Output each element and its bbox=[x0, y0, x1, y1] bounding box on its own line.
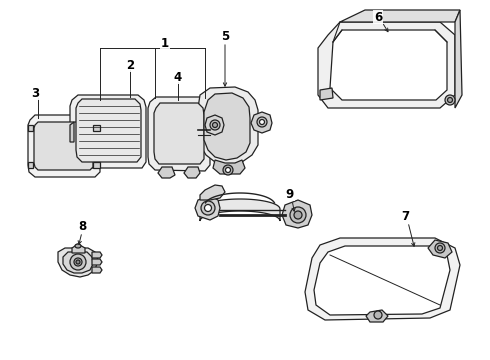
Polygon shape bbox=[148, 97, 210, 171]
Text: 9: 9 bbox=[286, 188, 294, 201]
Polygon shape bbox=[195, 196, 220, 220]
Ellipse shape bbox=[260, 120, 265, 125]
Polygon shape bbox=[93, 162, 100, 168]
Ellipse shape bbox=[435, 243, 445, 253]
Ellipse shape bbox=[438, 246, 442, 251]
Polygon shape bbox=[428, 240, 452, 258]
Polygon shape bbox=[58, 248, 98, 277]
Text: 6: 6 bbox=[374, 10, 382, 23]
Polygon shape bbox=[200, 199, 280, 221]
Ellipse shape bbox=[201, 201, 215, 215]
Polygon shape bbox=[72, 244, 85, 253]
Polygon shape bbox=[92, 267, 102, 273]
Polygon shape bbox=[340, 10, 460, 22]
Polygon shape bbox=[34, 122, 93, 170]
Polygon shape bbox=[314, 246, 450, 315]
Polygon shape bbox=[76, 99, 141, 162]
Polygon shape bbox=[28, 162, 33, 168]
Polygon shape bbox=[366, 310, 388, 322]
Polygon shape bbox=[282, 200, 312, 228]
Polygon shape bbox=[455, 10, 462, 108]
Ellipse shape bbox=[75, 244, 81, 248]
Ellipse shape bbox=[294, 211, 302, 219]
Polygon shape bbox=[318, 22, 455, 108]
Polygon shape bbox=[28, 125, 33, 131]
Ellipse shape bbox=[70, 254, 86, 270]
Polygon shape bbox=[93, 125, 100, 131]
Ellipse shape bbox=[223, 165, 233, 175]
Text: 7: 7 bbox=[401, 210, 409, 222]
Polygon shape bbox=[92, 252, 102, 258]
Ellipse shape bbox=[447, 98, 452, 103]
Text: 8: 8 bbox=[78, 220, 86, 233]
Ellipse shape bbox=[76, 260, 80, 264]
Polygon shape bbox=[158, 167, 175, 178]
Polygon shape bbox=[63, 252, 93, 273]
Polygon shape bbox=[320, 88, 333, 100]
Polygon shape bbox=[92, 259, 102, 265]
Ellipse shape bbox=[225, 167, 230, 172]
Polygon shape bbox=[184, 167, 200, 178]
Text: 3: 3 bbox=[31, 86, 39, 99]
Polygon shape bbox=[70, 95, 146, 168]
Polygon shape bbox=[204, 93, 250, 160]
Ellipse shape bbox=[445, 95, 455, 105]
Polygon shape bbox=[205, 115, 224, 135]
Polygon shape bbox=[198, 87, 258, 165]
Ellipse shape bbox=[213, 122, 218, 127]
Text: 5: 5 bbox=[221, 30, 229, 42]
Ellipse shape bbox=[204, 204, 212, 212]
Text: 2: 2 bbox=[126, 59, 134, 72]
Polygon shape bbox=[213, 160, 245, 174]
Ellipse shape bbox=[74, 258, 82, 266]
Polygon shape bbox=[28, 115, 100, 177]
Text: 1: 1 bbox=[161, 36, 169, 50]
Polygon shape bbox=[251, 112, 272, 133]
Polygon shape bbox=[330, 30, 447, 100]
Ellipse shape bbox=[257, 117, 267, 127]
Text: 4: 4 bbox=[174, 71, 182, 84]
Ellipse shape bbox=[374, 311, 382, 319]
Ellipse shape bbox=[210, 120, 220, 130]
Ellipse shape bbox=[290, 207, 306, 223]
Polygon shape bbox=[305, 238, 460, 320]
Polygon shape bbox=[154, 103, 204, 164]
Polygon shape bbox=[200, 185, 225, 200]
Polygon shape bbox=[70, 122, 74, 142]
